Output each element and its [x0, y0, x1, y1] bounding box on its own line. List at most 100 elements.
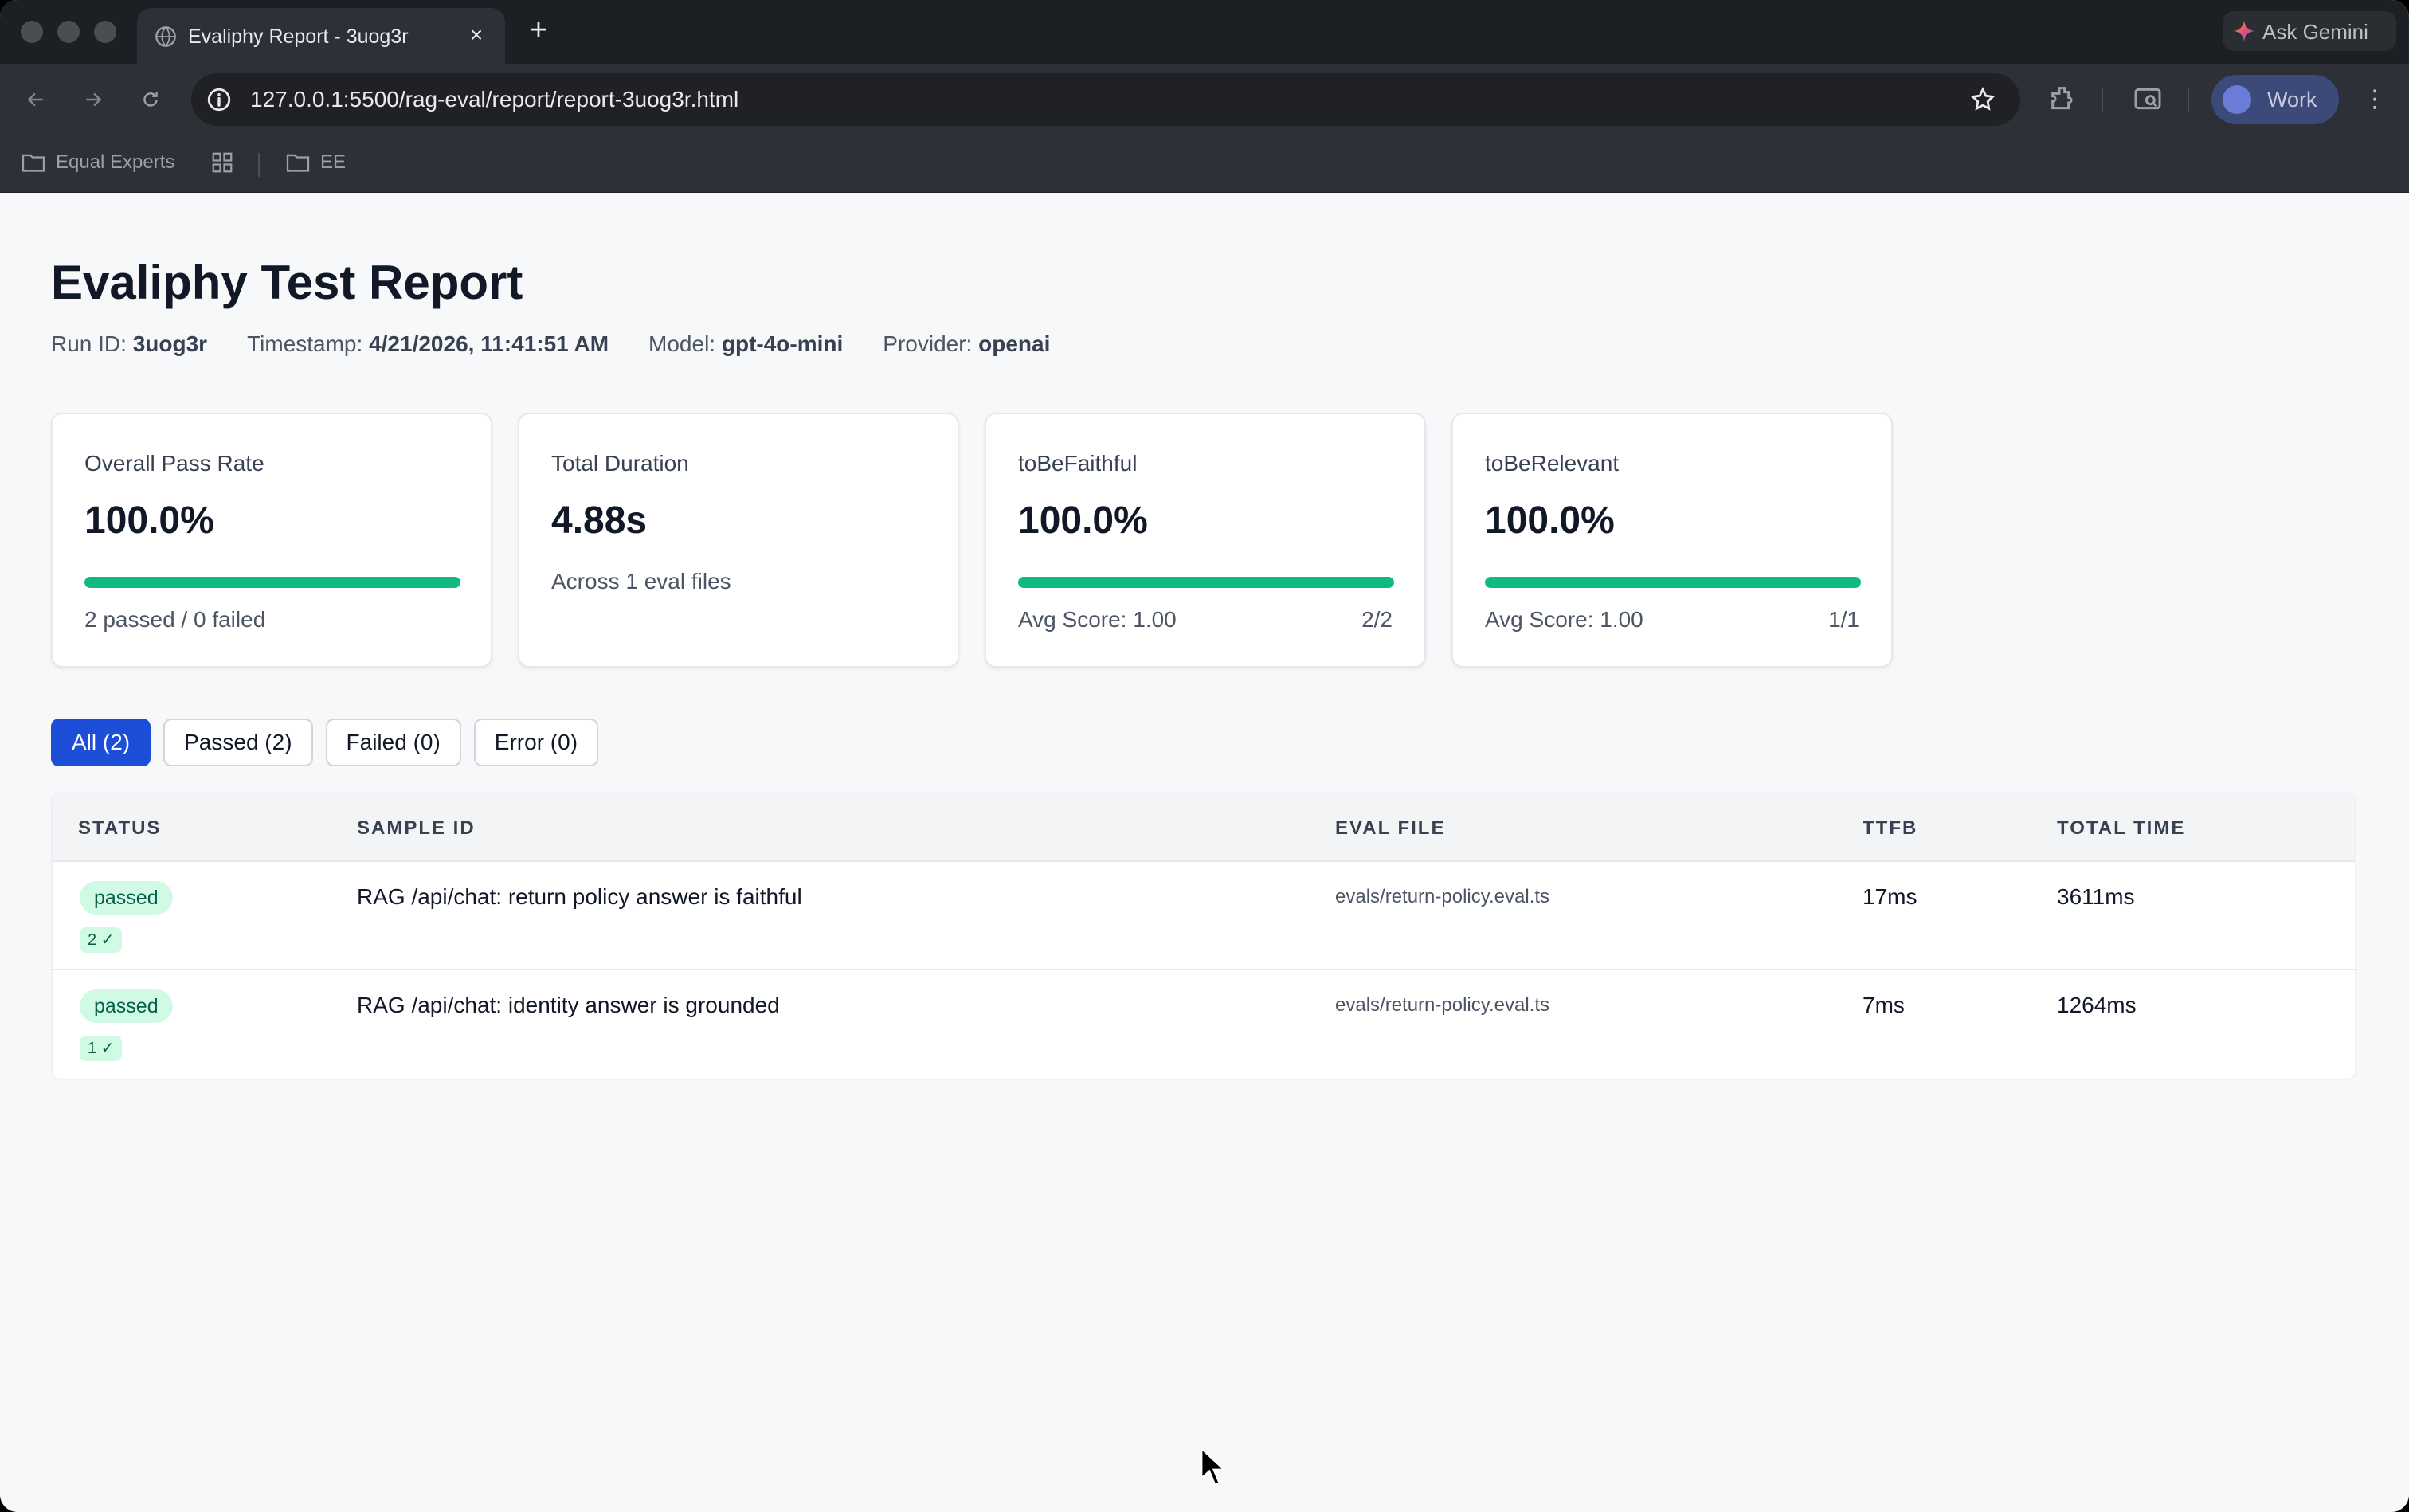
status-badge: passed — [80, 989, 173, 1023]
total-time: 3611ms — [2057, 884, 2135, 909]
column-header-status[interactable]: STATUS — [78, 817, 162, 839]
progress-bar — [1485, 577, 1861, 588]
eval-file: evals/return-policy.eval.ts — [1335, 886, 1549, 907]
card-title: Total Duration — [551, 451, 689, 476]
run-id: Run ID: 3uog3r — [51, 331, 208, 356]
card-title: toBeFaithful — [1018, 451, 1138, 476]
card-value: 100.0% — [1485, 499, 1615, 542]
progress-bar — [84, 577, 460, 588]
filter-all-button[interactable]: All (2) — [51, 719, 151, 766]
card-subtitle: Across 1 eval files — [551, 569, 731, 593]
ask-gemini-button[interactable]: Ask Gemini — [2223, 11, 2396, 51]
browser-toolbar: 127.0.0.1:5500/rag-eval/report/report-3u… — [0, 64, 2409, 135]
bookmark-ee[interactable]: EE — [285, 147, 346, 178]
card-title: toBeRelevant — [1485, 451, 1620, 476]
filter-passed-button[interactable]: Passed (2) — [163, 719, 313, 766]
minimize-window-button[interactable] — [57, 21, 80, 43]
card-title: Overall Pass Rate — [84, 451, 264, 476]
tab-search-icon[interactable] — [2132, 83, 2164, 115]
assertion-count-chip: 1 ✓ — [80, 1036, 123, 1061]
bookmark-apps[interactable] — [210, 147, 234, 178]
tab-evaliphy-report[interactable]: Evaliphy Report - 3uog3r × — [137, 8, 505, 64]
profile-button[interactable]: Work — [2211, 75, 2339, 124]
table-header: STATUS SAMPLE ID EVAL FILE TTFB TOTAL TI… — [53, 793, 2355, 862]
filter-error-button[interactable]: Error (0) — [473, 719, 599, 766]
model: Model: gpt-4o-mini — [648, 331, 844, 356]
tab-title: Evaliphy Report - 3uog3r — [188, 25, 409, 48]
avg-score: Avg Score: 1.00 — [1485, 607, 1643, 632]
total-duration-card: Total Duration 4.88s Across 1 eval files — [518, 413, 959, 668]
gemini-sparkle-icon — [2234, 21, 2254, 41]
bookmark-label: EE — [320, 151, 347, 173]
progress-fill — [1018, 577, 1394, 588]
address-bar[interactable]: 127.0.0.1:5500/rag-eval/report/report-3u… — [191, 73, 2020, 126]
to-be-relevant-card: toBeRelevant 100.0% Avg Score: 1.00 1/1 — [1451, 413, 1893, 668]
mouse-cursor-icon — [1200, 1447, 1227, 1487]
toolbar-separator — [2102, 88, 2103, 112]
profile-label: Work — [2267, 88, 2317, 112]
close-window-button[interactable] — [21, 21, 43, 43]
to-be-faithful-card: toBeFaithful 100.0% Avg Score: 1.00 2/2 — [985, 413, 1426, 668]
new-tab-button[interactable]: + — [529, 14, 548, 47]
globe-icon — [155, 26, 176, 47]
table-row[interactable]: passed 2 ✓ RAG /api/chat: return policy … — [53, 862, 2355, 970]
ttfb: 17ms — [1863, 884, 1917, 909]
bookmark-equal-experts[interactable]: Equal Experts — [21, 147, 174, 178]
url-text[interactable]: 127.0.0.1:5500/rag-eval/report/report-3u… — [250, 87, 739, 112]
page-title: Evaliphy Test Report — [51, 256, 523, 309]
folder-icon — [22, 154, 45, 172]
tab-strip: Evaliphy Report - 3uog3r × + Ask Gemini — [0, 0, 2409, 64]
card-value: 4.88s — [551, 499, 648, 542]
toolbar-separator — [2188, 88, 2189, 112]
back-button[interactable] — [16, 80, 56, 119]
sample-id: RAG /api/chat: return policy answer is f… — [357, 884, 802, 909]
column-header-sample-id[interactable]: SAMPLE ID — [357, 817, 476, 839]
bookmark-separator — [258, 153, 260, 177]
column-header-eval-file[interactable]: EVAL FILE — [1335, 817, 1446, 839]
total-time: 1264ms — [2057, 993, 2137, 1017]
results-table: STATUS SAMPLE ID EVAL FILE TTFB TOTAL TI… — [51, 792, 2356, 1080]
forward-button[interactable] — [73, 80, 113, 119]
more-menu-icon[interactable]: ⋮ — [2363, 86, 2387, 112]
progress-fill — [1485, 577, 1861, 588]
pass-count: 2/2 — [1361, 607, 1393, 632]
card-footer: 2 passed / 0 failed — [84, 607, 266, 632]
column-header-ttfb[interactable]: TTFB — [1863, 817, 1918, 839]
run-meta: Run ID: 3uog3r Timestamp: 4/21/2026, 11:… — [51, 331, 1050, 357]
bookmark-star-icon[interactable] — [1969, 86, 1996, 113]
bookmarks-bar: Equal Experts EE — [0, 135, 2409, 193]
assertion-count-chip: 2 ✓ — [80, 927, 123, 953]
arrow-right-icon — [86, 92, 102, 107]
table-row[interactable]: passed 1 ✓ RAG /api/chat: identity answe… — [53, 970, 2355, 1079]
reload-button[interactable] — [131, 80, 170, 119]
timestamp: Timestamp: 4/21/2026, 11:41:51 AM — [247, 331, 609, 356]
avatar — [2223, 85, 2251, 114]
eval-file: evals/return-policy.eval.ts — [1335, 994, 1549, 1016]
ttfb: 7ms — [1863, 993, 1905, 1017]
progress-bar — [1018, 577, 1394, 588]
overall-pass-rate-card: Overall Pass Rate 100.0% 2 passed / 0 fa… — [51, 413, 492, 668]
filter-failed-button[interactable]: Failed (0) — [325, 719, 461, 766]
status-badge: passed — [80, 881, 173, 915]
apps-grid-icon — [212, 152, 233, 173]
ask-gemini-label: Ask Gemini — [2262, 20, 2368, 44]
extensions-icon[interactable] — [2047, 83, 2079, 115]
progress-fill — [84, 577, 460, 588]
reload-icon — [143, 92, 158, 107]
report-page: Evaliphy Test Report Run ID: 3uog3r Time… — [0, 193, 2409, 1512]
status-filters: All (2) Passed (2) Failed (0) Error (0) — [51, 719, 599, 766]
folder-icon — [286, 154, 310, 172]
site-info-icon[interactable] — [206, 86, 233, 113]
arrow-left-icon — [27, 92, 43, 107]
bookmark-label: Equal Experts — [56, 151, 175, 173]
close-tab-icon[interactable]: × — [469, 22, 484, 47]
provider: Provider: openai — [883, 331, 1051, 356]
maximize-window-button[interactable] — [94, 21, 116, 43]
pass-count: 1/1 — [1828, 607, 1859, 632]
avg-score: Avg Score: 1.00 — [1018, 607, 1177, 632]
card-value: 100.0% — [1018, 499, 1148, 542]
card-value: 100.0% — [84, 499, 214, 542]
column-header-total-time[interactable]: TOTAL TIME — [2057, 817, 2186, 839]
sample-id: RAG /api/chat: identity answer is ground… — [357, 993, 780, 1017]
